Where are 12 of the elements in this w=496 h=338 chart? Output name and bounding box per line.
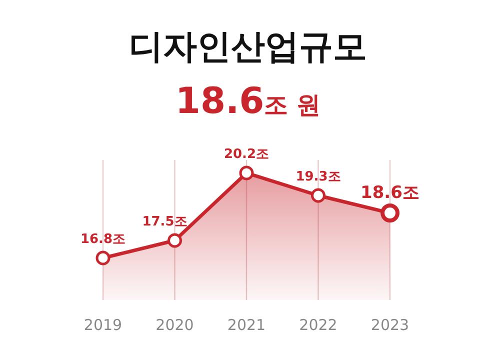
subtitle: 18.6조 원 xyxy=(175,81,321,122)
x-tick-label: 2019 xyxy=(84,316,122,334)
value-label: 20.2조 xyxy=(224,147,270,162)
x-tick-label: 2022 xyxy=(299,316,338,334)
value-label: 18.6조 xyxy=(360,183,420,203)
value-label: 19.3조 xyxy=(296,170,341,184)
value-label: 17.5조 xyxy=(142,214,188,230)
x-tick-label: 2023 xyxy=(370,316,410,334)
x-tick-label: 2021 xyxy=(227,316,266,334)
x-tick-label: 2020 xyxy=(156,316,194,334)
title: 디자인산업규모 xyxy=(129,27,367,67)
value-label: 16.8조 xyxy=(80,232,126,247)
